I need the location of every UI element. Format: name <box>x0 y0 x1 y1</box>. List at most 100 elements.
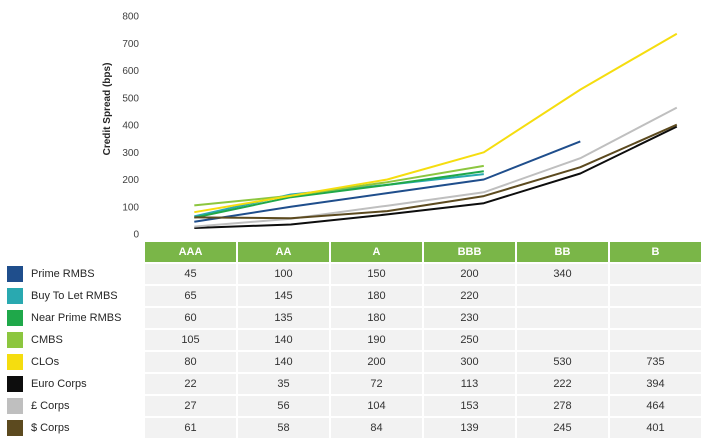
legend-entry: Near Prime RMBS <box>5 308 143 328</box>
series-line <box>194 164 484 207</box>
series-name: Euro Corps <box>31 378 87 390</box>
table-cell <box>517 308 608 328</box>
legend-swatch <box>7 420 23 436</box>
table-row: Prime RMBS 45 100 150 200 340 <box>5 264 701 284</box>
table-cell: 105 <box>145 330 236 350</box>
table-cell: 100 <box>238 264 329 284</box>
series-line <box>194 106 678 228</box>
category-header: BBB <box>424 242 515 262</box>
legend-entry: £ Corps <box>5 396 143 416</box>
table-cell: 340 <box>517 264 608 284</box>
y-tick-label: 100 <box>122 202 139 213</box>
table-cell: 300 <box>424 352 515 372</box>
legend-swatch <box>7 332 23 348</box>
legend-entry: CMBS <box>5 330 143 350</box>
legend-swatch <box>7 354 23 370</box>
table-cell: 27 <box>145 396 236 416</box>
legend-swatch <box>7 310 23 326</box>
table-cell <box>610 308 701 328</box>
table-cell <box>517 330 608 350</box>
table-cell: 222 <box>517 374 608 394</box>
data-table: AAA AA A BBB BB B Prime RMBS 45 100 150 200 340 Buy… <box>3 240 703 440</box>
table-cell: 22 <box>145 374 236 394</box>
table-cell: 35 <box>238 374 329 394</box>
table-cell: 735 <box>610 352 701 372</box>
table-cell: 56 <box>238 396 329 416</box>
series-name: CMBS <box>31 334 63 346</box>
series-line <box>194 125 678 229</box>
table-cell: 84 <box>331 418 422 438</box>
table-cell: 220 <box>424 286 515 306</box>
table-cell: 200 <box>331 352 422 372</box>
table-cell: 135 <box>238 308 329 328</box>
table-body: Prime RMBS 45 100 150 200 340 Buy To Let RMBS 6… <box>5 264 701 438</box>
series-name: Prime RMBS <box>31 268 95 280</box>
series-line <box>194 123 678 220</box>
legend-swatch <box>7 376 23 392</box>
table-cell: 140 <box>238 330 329 350</box>
table-cell: 394 <box>610 374 701 394</box>
table-corner <box>5 242 143 262</box>
table-cell: 45 <box>145 264 236 284</box>
table-cell: 401 <box>610 418 701 438</box>
table-cell: 153 <box>424 396 515 416</box>
table-cell <box>610 330 701 350</box>
legend-entry: Euro Corps <box>5 374 143 394</box>
table-cell: 200 <box>424 264 515 284</box>
table-header-row: AAA AA A BBB BB B <box>5 242 701 262</box>
table-row: Euro Corps 22 35 72 113 222 394 <box>5 374 701 394</box>
y-tick-label: 500 <box>122 93 139 104</box>
table-cell: 65 <box>145 286 236 306</box>
table-row: CLOs 80 140 200 300 530 735 <box>5 352 701 372</box>
table-cell: 530 <box>517 352 608 372</box>
table-cell: 190 <box>331 330 422 350</box>
series-name: $ Corps <box>31 422 70 434</box>
table-cell: 150 <box>331 264 422 284</box>
table-cell: 180 <box>331 286 422 306</box>
category-header: AA <box>238 242 329 262</box>
table-cell: 60 <box>145 308 236 328</box>
category-header: BB <box>517 242 608 262</box>
category-header: AAA <box>145 242 236 262</box>
table-row: CMBS 105 140 190 250 <box>5 330 701 350</box>
y-axis: 0 100 200 300 400 500 600 700 800 <box>122 12 139 241</box>
table-row: $ Corps 61 58 84 139 245 401 <box>5 418 701 438</box>
y-tick-label: 700 <box>122 39 139 50</box>
table-cell <box>610 264 701 284</box>
series-line <box>194 173 484 218</box>
category-header: B <box>610 242 701 262</box>
legend-entry: Prime RMBS <box>5 264 143 284</box>
table-cell: 113 <box>424 374 515 394</box>
table-row: Buy To Let RMBS 65 145 180 220 <box>5 286 701 306</box>
y-axis-label: Credit Spread (bps) <box>102 63 113 156</box>
legend-swatch <box>7 288 23 304</box>
table-cell: 245 <box>517 418 608 438</box>
table-cell: 72 <box>331 374 422 394</box>
y-tick-label: 800 <box>122 12 139 23</box>
series-name: Buy To Let RMBS <box>31 290 118 302</box>
table-cell: 58 <box>238 418 329 438</box>
series-line <box>194 32 678 214</box>
category-header: A <box>331 242 422 262</box>
legend-swatch <box>7 266 23 282</box>
legend-entry: $ Corps <box>5 418 143 438</box>
series-name: CLOs <box>31 356 60 368</box>
table-cell: 464 <box>610 396 701 416</box>
y-tick-label: 300 <box>122 148 139 159</box>
table-cell: 139 <box>424 418 515 438</box>
table-cell: 80 <box>145 352 236 372</box>
y-tick-label: 600 <box>122 66 139 77</box>
table-cell: 145 <box>238 286 329 306</box>
table-cell <box>517 286 608 306</box>
line-chart: 0 100 200 300 400 500 600 700 800 Credit Spread … <box>102 12 678 241</box>
series-name: Near Prime RMBS <box>31 312 122 324</box>
table-cell: 140 <box>238 352 329 372</box>
table-row: £ Corps 27 56 104 153 278 464 <box>5 396 701 416</box>
legend-entry: Buy To Let RMBS <box>5 286 143 306</box>
table-cell: 61 <box>145 418 236 438</box>
table-cell <box>610 286 701 306</box>
y-tick-label: 0 <box>133 230 139 241</box>
series-line <box>194 170 484 219</box>
table-cell: 180 <box>331 308 422 328</box>
legend-swatch <box>7 398 23 414</box>
